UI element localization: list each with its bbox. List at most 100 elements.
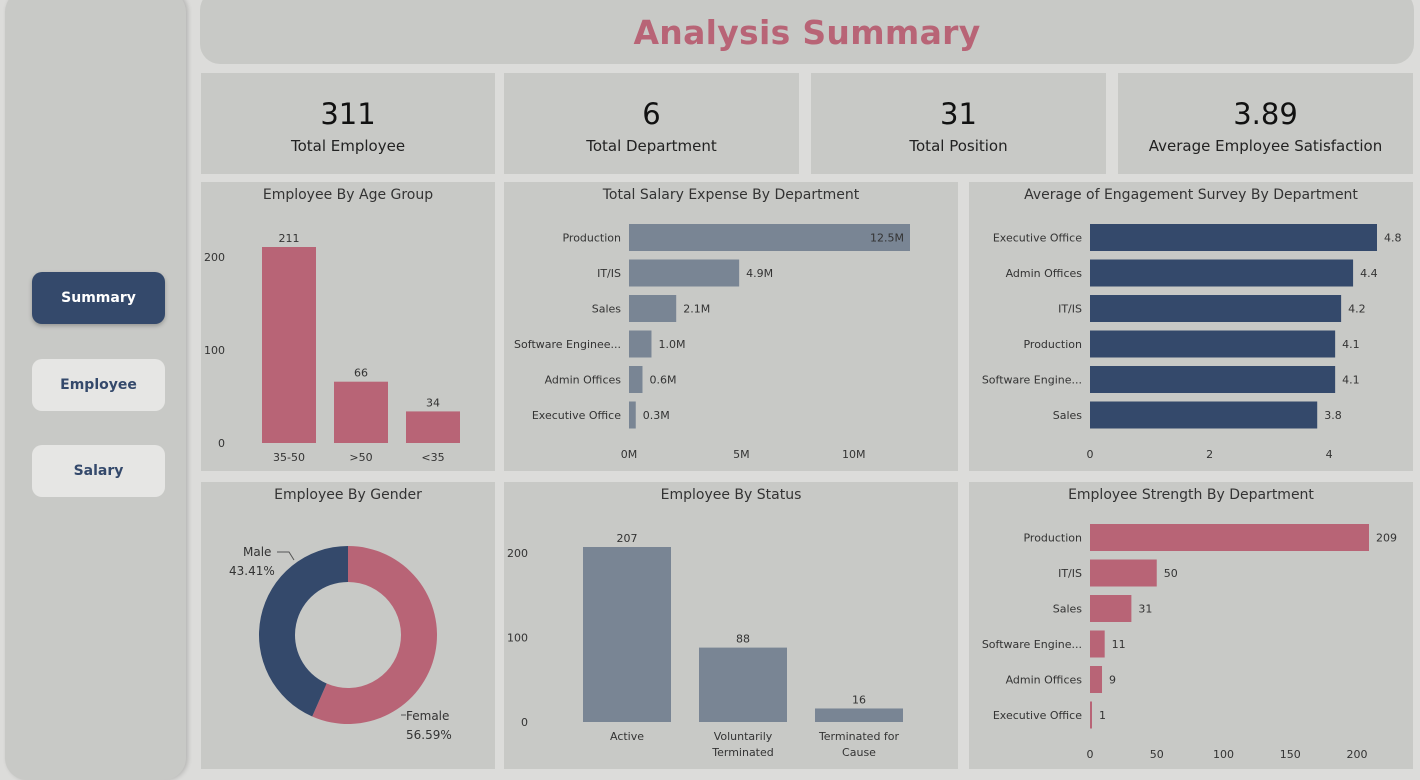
bar [1090, 295, 1342, 322]
bar [1090, 701, 1092, 729]
category-label: Sales [592, 303, 622, 316]
chart-card-salary-expense: Total Salary Expense By Department 0M 5M 1… [504, 182, 958, 471]
kpi-card-total-department: 6 Total Department [504, 73, 799, 174]
bar [583, 547, 671, 722]
x-tick-label: Active [610, 730, 644, 743]
data-label: 3.8 [1324, 409, 1342, 422]
bar [1090, 224, 1377, 251]
x-tick-label: Voluntarily [714, 730, 773, 743]
bar [262, 247, 316, 443]
data-label: 4.8 [1384, 232, 1402, 245]
data-label: 4.1 [1342, 338, 1360, 351]
data-label: 66 [354, 367, 368, 380]
category-label: Software Engine... [982, 374, 1082, 387]
chart-title: Employee By Age Group [262, 187, 434, 203]
nav-salary-button[interactable]: Salary [32, 445, 165, 497]
x-tick-label: 100 [1213, 748, 1234, 761]
data-label: 4.1 [1342, 374, 1360, 387]
bar [629, 330, 652, 358]
y-tick-label: 0 [218, 437, 225, 450]
kpi-value: 31 [940, 97, 977, 131]
bar [1090, 330, 1336, 358]
bar [815, 708, 903, 722]
x-tick-label: 5M [733, 448, 750, 461]
chart-title: Total Salary Expense By Department [602, 187, 860, 203]
category-label: Sales [1053, 409, 1083, 422]
category-label: IT/IS [1058, 303, 1082, 316]
data-label: 4.9M [746, 267, 773, 280]
bar [629, 295, 677, 322]
chart-card-age-group: Employee By Age Group 0 100 200 211 35-50 66 >… [201, 182, 495, 471]
bar [406, 411, 460, 443]
kpi-label: Total Position [909, 137, 1008, 155]
bar [629, 366, 643, 393]
slice-value-label: 43.41% [229, 564, 275, 578]
kpi-card-total-employee: 311 Total Employee [201, 73, 495, 174]
chart-title: Average of Engagement Survey By Departme… [1024, 187, 1358, 203]
y-tick-label: 200 [507, 547, 528, 560]
status-chart: 0 100 200 207 Active 88 Voluntarily Terminated 1… [507, 532, 903, 759]
kpi-card-total-position: 31 Total Position [811, 73, 1106, 174]
x-tick-label: 10M [842, 448, 866, 461]
data-label: 16 [852, 693, 866, 706]
bar [1090, 630, 1105, 658]
bar [629, 259, 740, 287]
category-label: IT/IS [597, 267, 621, 280]
category-label: Executive Office [993, 232, 1082, 245]
page-header: Analysis Summary [200, 0, 1414, 64]
bar [699, 647, 787, 722]
kpi-value: 3.89 [1233, 97, 1298, 131]
bar [334, 381, 388, 443]
data-label: 209 [1376, 532, 1397, 545]
strength-chart: 0 50 100 150 200 Production 209 IT/IS 50 Sales 31 S… [982, 524, 1397, 761]
page-title: Analysis Summary [633, 12, 981, 52]
leader-line [277, 551, 295, 561]
category-label: Software Enginee... [514, 338, 621, 351]
x-tick-label: 0 [1087, 448, 1094, 461]
data-label: 50 [1164, 567, 1178, 580]
donut-slice [259, 546, 348, 717]
x-tick-label: 150 [1280, 748, 1301, 761]
data-label: 34 [426, 396, 440, 409]
bar [629, 401, 636, 429]
age-group-chart: 0 100 200 211 35-50 66 >50 34 <35 [204, 232, 460, 464]
data-label: 1 [1099, 709, 1106, 722]
x-tick-label: 200 [1346, 748, 1367, 761]
chart-card-engagement: Average of Engagement Survey By Departme… [969, 182, 1413, 471]
bar [1090, 259, 1354, 287]
slice-value-label: 56.59% [406, 728, 452, 742]
legend-label: Male [243, 545, 271, 559]
chart-card-gender: Employee By Gender Female 56.59% Male 43.41… [201, 482, 495, 769]
data-label: 0.3M [643, 409, 670, 422]
data-label: 4.2 [1348, 303, 1366, 316]
data-label: 211 [279, 232, 300, 245]
data-label: 9 [1109, 674, 1116, 687]
category-label: Production [1023, 338, 1082, 351]
category-label: Software Engine... [982, 638, 1082, 651]
x-tick-label: Terminated for [818, 730, 900, 743]
nav-employee-button[interactable]: Employee [32, 359, 165, 411]
category-label: Production [562, 232, 621, 245]
x-tick-label: Cause [842, 746, 876, 759]
chart-title: Employee Strength By Department [1068, 487, 1314, 503]
kpi-card-average-satisfaction: 3.89 Average Employee Satisfaction [1118, 73, 1413, 174]
bar [1090, 524, 1369, 551]
x-tick-label: <35 [421, 451, 444, 464]
x-tick-label: 0 [1087, 748, 1094, 761]
kpi-value: 6 [642, 97, 661, 131]
bar [1090, 401, 1318, 429]
legend-label: Female [406, 709, 449, 723]
y-tick-label: 100 [204, 344, 225, 357]
category-label: Production [1023, 532, 1082, 545]
x-tick-label: 2 [1206, 448, 1213, 461]
data-label: 4.4 [1360, 267, 1378, 280]
engagement-chart: 0 2 4 Executive Office 4.8 Admin Offices 4.4 IT… [982, 224, 1402, 461]
category-label: Sales [1053, 603, 1083, 616]
data-label: 31 [1138, 603, 1152, 616]
x-tick-label: 0M [621, 448, 638, 461]
data-label: 207 [617, 532, 638, 545]
nav-summary-button[interactable]: Summary [32, 272, 165, 324]
bar [1090, 366, 1336, 393]
x-tick-label: 50 [1150, 748, 1164, 761]
category-label: Admin Offices [1006, 674, 1083, 687]
